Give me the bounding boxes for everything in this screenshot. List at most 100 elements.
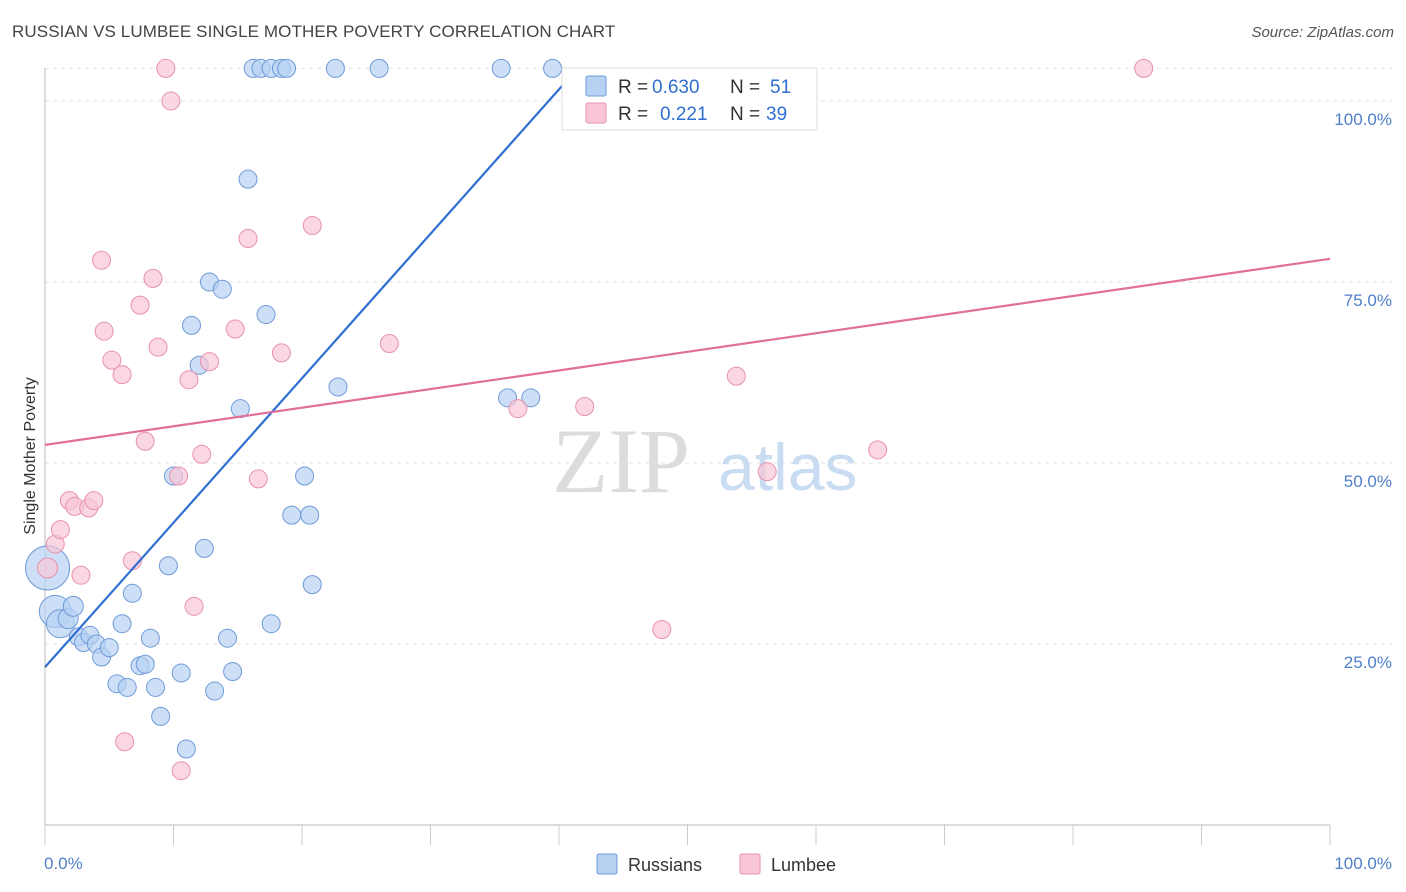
point-russians-13 bbox=[117, 677, 137, 697]
x-tick-labels: 0.0% 100.0% bbox=[44, 854, 1392, 873]
stats-legend: R = 0.630 N = 51 R = 0.221 N = 39 bbox=[561, 67, 818, 131]
point-lumbee-38 bbox=[1134, 58, 1154, 78]
point-lumbee-11 bbox=[112, 365, 132, 385]
point-russians-37 bbox=[261, 614, 281, 634]
y-tick-label-2: 75.0% bbox=[1344, 291, 1392, 310]
y-tick-label-0: 25.0% bbox=[1344, 653, 1392, 672]
trend-line-lumbee bbox=[44, 257, 1331, 446]
point-russians-31 bbox=[223, 662, 243, 682]
legend-swatch-lumbee bbox=[585, 102, 607, 124]
point-russians-42 bbox=[295, 466, 315, 486]
point-lumbee-16 bbox=[143, 268, 163, 288]
data-points bbox=[25, 58, 1154, 781]
point-lumbee-19 bbox=[161, 91, 181, 111]
point-lumbee-5 bbox=[71, 565, 91, 585]
point-lumbee-10 bbox=[102, 350, 122, 370]
point-russians-44 bbox=[302, 575, 322, 595]
point-lumbee-35 bbox=[726, 366, 746, 386]
point-lumbee-29 bbox=[271, 343, 291, 363]
series-legend-swatch-russians bbox=[596, 853, 618, 875]
point-lumbee-7 bbox=[84, 491, 104, 511]
point-lumbee-33 bbox=[575, 397, 595, 417]
watermark-atlas: atlas bbox=[718, 430, 857, 504]
legend-r-value-russians: 0.630 bbox=[652, 77, 700, 98]
point-lumbee-24 bbox=[192, 444, 212, 464]
point-lumbee-37 bbox=[868, 440, 888, 460]
series-legend: Russians Lumbee bbox=[596, 853, 836, 875]
point-lumbee-21 bbox=[171, 761, 191, 781]
point-lumbee-12 bbox=[115, 732, 135, 752]
point-lumbee-36 bbox=[757, 462, 777, 482]
legend-n-label-russians: N = bbox=[730, 77, 760, 98]
point-lumbee-30 bbox=[302, 215, 322, 235]
point-russians-22 bbox=[171, 663, 191, 683]
point-lumbee-25 bbox=[199, 352, 219, 372]
point-russians-50 bbox=[521, 388, 541, 408]
point-lumbee-32 bbox=[508, 399, 528, 419]
legend-r-value-lumbee: 0.221 bbox=[660, 104, 708, 125]
point-russians-43 bbox=[300, 505, 320, 525]
point-russians-4 bbox=[62, 595, 84, 617]
trend-line-russians bbox=[44, 81, 567, 668]
legend-swatch-russians bbox=[585, 75, 607, 97]
legend-r-label-russians: R = bbox=[618, 77, 648, 98]
point-russians-23 bbox=[176, 739, 196, 759]
point-lumbee-26 bbox=[225, 319, 245, 339]
trend-lines bbox=[44, 81, 1331, 668]
point-lumbee-8 bbox=[92, 250, 112, 270]
point-russians-19 bbox=[151, 706, 171, 726]
point-lumbee-9 bbox=[94, 321, 114, 341]
point-russians-10 bbox=[99, 638, 119, 658]
y-tick-label-3: 100.0% bbox=[1334, 110, 1392, 129]
source-label: Source: ZipAtlas.com bbox=[1251, 24, 1394, 41]
point-russians-47 bbox=[369, 58, 389, 78]
legend-n-label-lumbee: N = bbox=[730, 104, 760, 125]
watermark: ZIP atlas bbox=[552, 410, 857, 512]
point-russians-26 bbox=[194, 538, 214, 558]
grid bbox=[45, 67, 1392, 645]
legend-n-value-russians: 51 bbox=[770, 77, 791, 98]
point-lumbee-0 bbox=[37, 557, 59, 579]
point-russians-28 bbox=[205, 681, 225, 701]
x-tick-label-start: 0.0% bbox=[44, 854, 83, 873]
series-legend-label-russians: Russians bbox=[628, 855, 702, 875]
y-axis-label: Single Mother Poverty bbox=[22, 377, 39, 534]
point-russians-17 bbox=[140, 628, 160, 648]
point-russians-30 bbox=[217, 628, 237, 648]
watermark-zip: ZIP bbox=[552, 410, 690, 512]
axes bbox=[44, 68, 1331, 845]
point-lumbee-17 bbox=[148, 337, 168, 357]
legend-r-label-lumbee: R = bbox=[618, 104, 648, 125]
x-tick-label-end: 100.0% bbox=[1334, 854, 1392, 873]
point-lumbee-14 bbox=[130, 295, 150, 315]
point-russians-14 bbox=[122, 583, 142, 603]
point-russians-46 bbox=[328, 377, 348, 397]
point-russians-33 bbox=[238, 169, 258, 189]
point-russians-36 bbox=[256, 305, 276, 325]
point-lumbee-22 bbox=[179, 370, 199, 390]
point-russians-45 bbox=[325, 58, 345, 78]
series-legend-swatch-lumbee bbox=[739, 853, 761, 875]
series-legend-label-lumbee: Lumbee bbox=[771, 855, 836, 875]
point-russians-16 bbox=[135, 654, 155, 674]
point-lumbee-27 bbox=[238, 229, 258, 249]
point-russians-40 bbox=[277, 58, 297, 78]
point-lumbee-2 bbox=[50, 520, 70, 540]
y-tick-labels: 25.0% 50.0% 75.0% 100.0% bbox=[1334, 110, 1392, 672]
point-russians-51 bbox=[543, 58, 563, 78]
legend-n-value-lumbee: 39 bbox=[766, 104, 787, 125]
chart-title: RUSSIAN VS LUMBEE SINGLE MOTHER POVERTY … bbox=[12, 22, 616, 41]
point-lumbee-15 bbox=[135, 431, 155, 451]
point-lumbee-34 bbox=[652, 620, 672, 640]
point-lumbee-28 bbox=[248, 469, 268, 489]
point-lumbee-31 bbox=[379, 334, 399, 354]
point-russians-24 bbox=[181, 315, 201, 335]
point-russians-41 bbox=[282, 505, 302, 525]
y-tick-label-1: 50.0% bbox=[1344, 472, 1392, 491]
point-lumbee-18 bbox=[156, 58, 176, 78]
point-lumbee-20 bbox=[169, 466, 189, 486]
point-russians-29 bbox=[212, 279, 232, 299]
point-russians-12 bbox=[112, 614, 132, 634]
point-russians-18 bbox=[146, 677, 166, 697]
